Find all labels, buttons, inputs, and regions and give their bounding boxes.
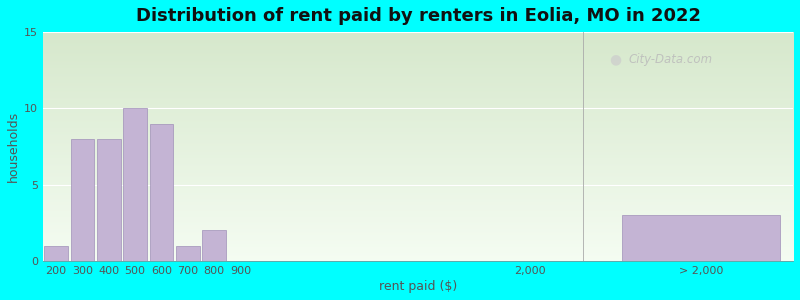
Bar	[176, 246, 199, 261]
Bar	[70, 139, 94, 261]
Text: ●: ●	[610, 52, 622, 67]
Bar	[44, 246, 68, 261]
Text: City-Data.com: City-Data.com	[628, 53, 712, 66]
Bar	[622, 215, 780, 261]
Bar	[97, 139, 121, 261]
Title: Distribution of rent paid by renters in Eolia, MO in 2022: Distribution of rent paid by renters in …	[135, 7, 701, 25]
Y-axis label: households: households	[7, 111, 20, 182]
Bar	[123, 108, 147, 261]
X-axis label: rent paid ($): rent paid ($)	[379, 280, 457, 293]
Bar	[202, 230, 226, 261]
Bar	[150, 124, 174, 261]
